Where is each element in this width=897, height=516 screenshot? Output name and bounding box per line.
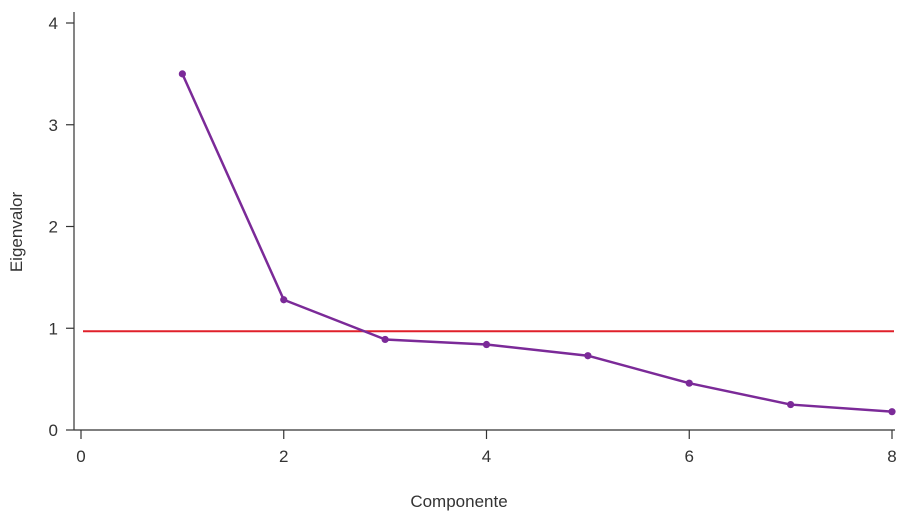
x-axis-title: Componente <box>410 492 507 511</box>
x-tick-label: 2 <box>279 447 288 466</box>
y-axis-title: Eigenvalor <box>7 191 26 272</box>
y-ticks: 0 1 2 3 4 <box>49 14 74 440</box>
data-point <box>685 379 693 387</box>
x-tick-label: 4 <box>482 447 491 466</box>
data-point <box>280 296 288 304</box>
x-tick-label: 0 <box>76 447 85 466</box>
x-ticks: 0 2 4 6 8 <box>76 430 897 466</box>
x-tick-label: 8 <box>887 447 896 466</box>
x-tick-label: 6 <box>685 447 694 466</box>
data-point <box>584 352 592 360</box>
y-tick-label: 4 <box>49 14 58 33</box>
y-tick-label: 0 <box>49 421 58 440</box>
eigenvalue-series-line <box>181 73 893 413</box>
y-tick-label: 3 <box>49 116 58 135</box>
y-tick-label: 2 <box>49 218 58 237</box>
data-point <box>482 340 491 349</box>
data-point <box>888 408 896 416</box>
axes <box>73 12 895 431</box>
data-point <box>787 400 795 409</box>
y-tick-label: 1 <box>49 319 58 338</box>
eigenvalue-points <box>178 70 896 416</box>
data-point <box>178 70 186 78</box>
data-point <box>381 335 389 344</box>
